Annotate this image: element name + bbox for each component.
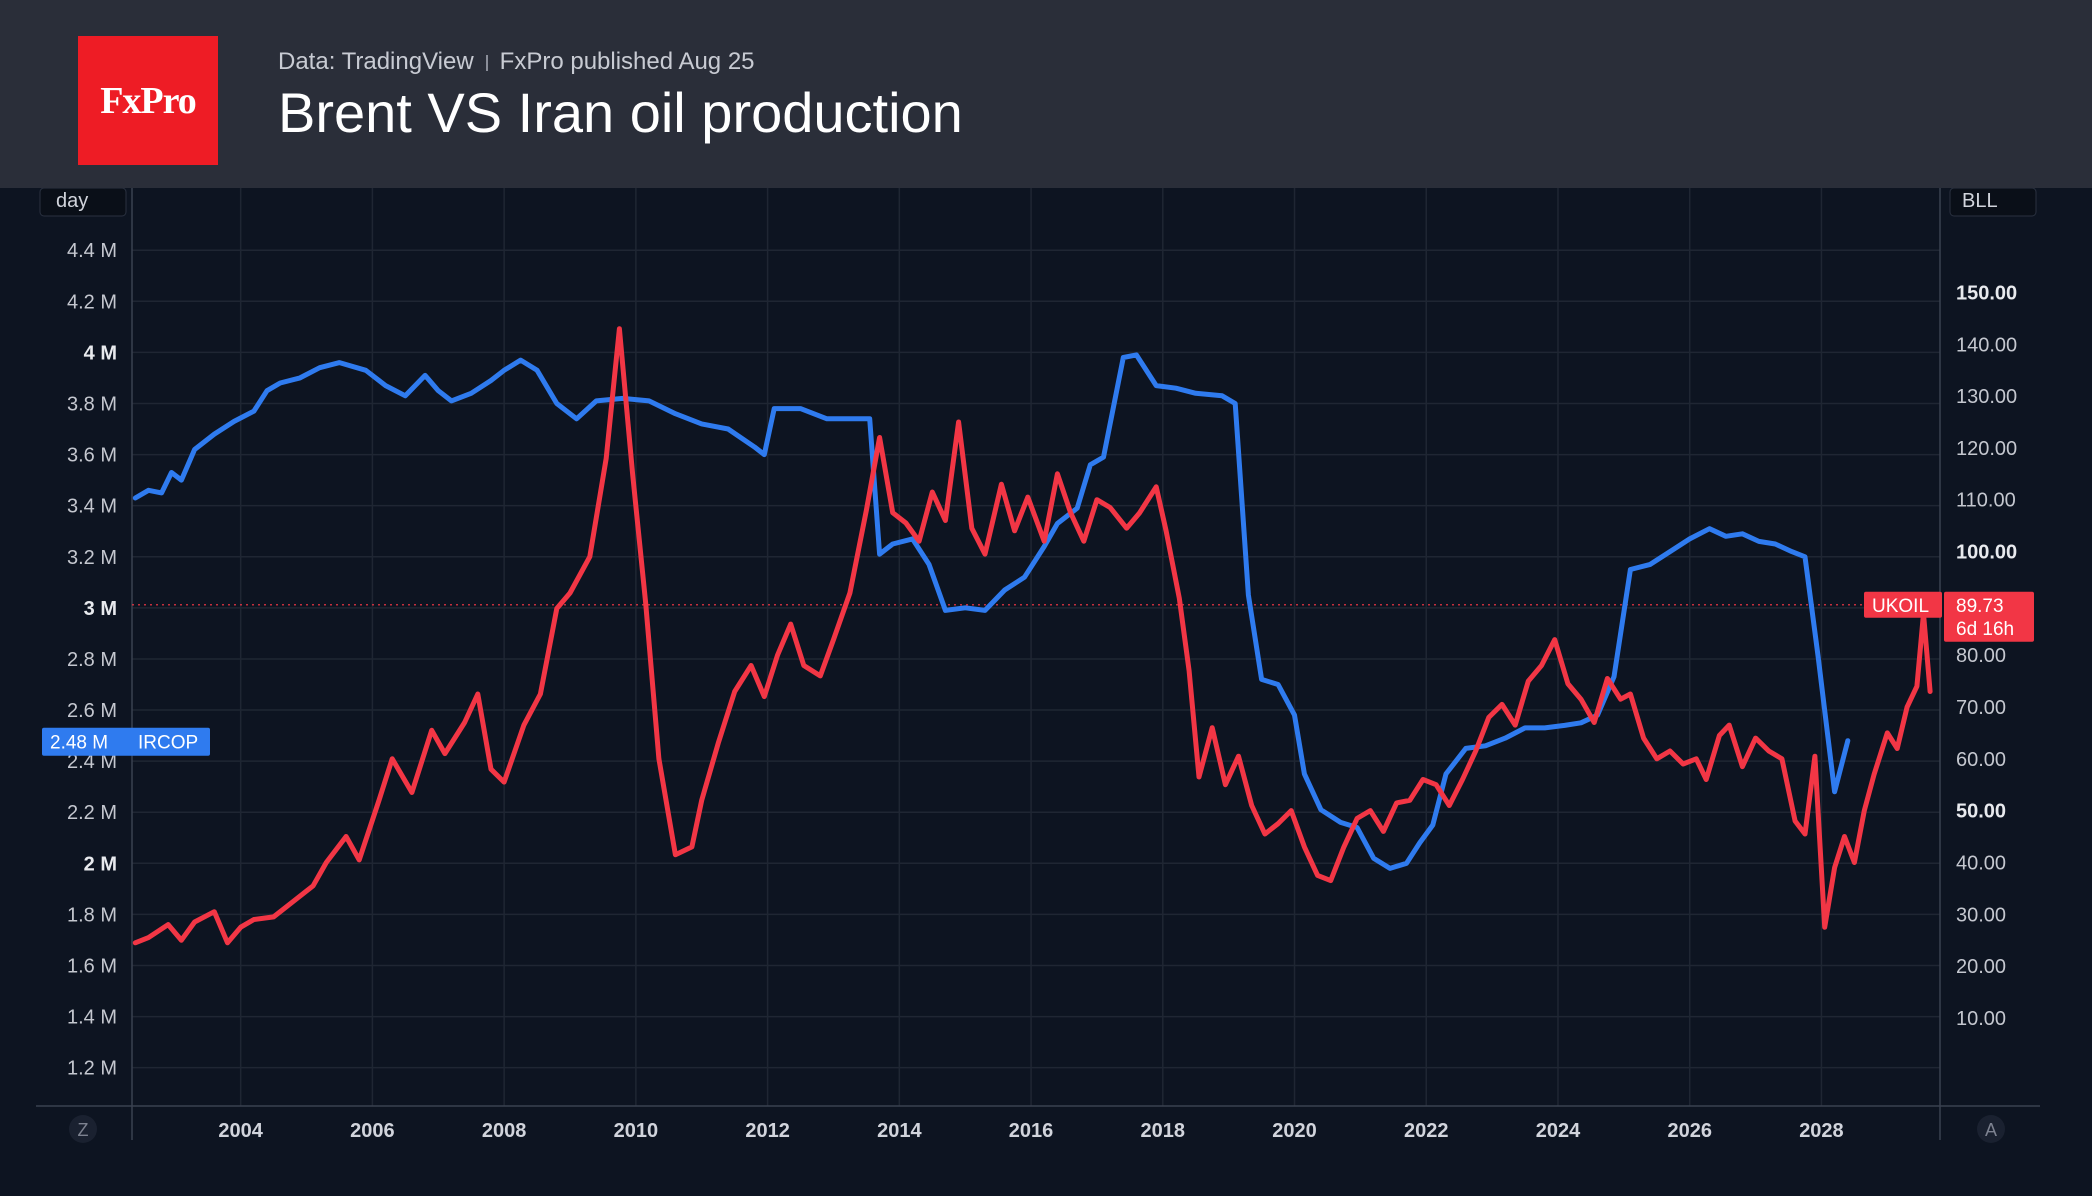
fxpro-logo: FxPro — [78, 36, 218, 165]
x-tick-label: 2012 — [745, 1120, 790, 1142]
grid — [132, 188, 1940, 1106]
left-unit-label: day — [56, 190, 88, 212]
y-right-tick-label: 120.00 — [1956, 438, 2017, 460]
ircop-label-box — [42, 727, 210, 756]
x-tick-label: 2008 — [482, 1120, 527, 1142]
y-right-tick-label: 60.00 — [1956, 749, 2006, 771]
ukoil-value-label: 89.73 — [1956, 596, 2004, 617]
right-unit-box — [1949, 188, 2037, 217]
ukoil-series-line — [132, 326, 1933, 946]
y-right-tick-label: 150.00 — [1956, 282, 2017, 304]
header-bar: FxPro Data: TradingView FxPro published A… — [0, 0, 2092, 188]
chart-title: Brent VS Iran oil production — [278, 81, 963, 144]
y-left-tick-label: 4.2 M — [67, 291, 117, 313]
y-left-tick-label: 2.6 M — [67, 700, 117, 722]
axes: day BLL Z A — [36, 188, 2040, 1143]
ircop-name-label: IRCOP — [138, 733, 198, 754]
ukoil-name-box — [1864, 591, 1942, 618]
x-tick-label: 2006 — [350, 1120, 395, 1142]
source-line: Data: TradingView FxPro published Aug 25 — [278, 48, 755, 76]
y-left-tick-label: 3.2 M — [67, 547, 117, 569]
y-left-tick-label: 3 M — [84, 598, 117, 620]
ircop-series-line — [132, 352, 1851, 871]
y-right-tick-label: 100.00 — [1956, 542, 2017, 564]
x-tick-label: 2018 — [1141, 1120, 1186, 1142]
ircop-value-label: 2.48 M — [50, 733, 108, 754]
scale-a-label: A — [1985, 1120, 1997, 1140]
x-tick-label: 2016 — [1009, 1120, 1054, 1142]
y-left-tick-label: 1.6 M — [67, 955, 117, 977]
scale-z-button[interactable] — [69, 1115, 97, 1143]
y-right-tick-label: 70.00 — [1956, 697, 2006, 719]
x-tick-label: 2022 — [1404, 1120, 1449, 1142]
x-tick-label: 2014 — [877, 1120, 922, 1142]
y-left-tick-label: 3.8 M — [67, 393, 117, 415]
y-left-tick-label: 1.2 M — [67, 1058, 117, 1080]
y-right-tick-label: 140.00 — [1956, 334, 2017, 356]
y-left-tick-label: 1.8 M — [67, 904, 117, 926]
x-tick-label: 2004 — [218, 1120, 263, 1142]
left-unit-box — [39, 188, 127, 217]
scale-a-button[interactable] — [1977, 1115, 2005, 1143]
chart-svg: day BLL Z A 1.2 M 1.4 M 1.6 M 1.8 M 2 M 2.2 M 2.4… — [36, 188, 2040, 1143]
published-date: FxPro published Aug 25 — [499, 48, 755, 75]
y-left-tick-label: 2.2 M — [67, 802, 117, 824]
axis-labels: 1.2 M 1.4 M 1.6 M 1.8 M 2 M 2.2 M 2.4 M 2.6 M 2.… — [42, 240, 2034, 1142]
y-left-tick-label: 4 M — [84, 342, 117, 364]
y-right-tick-label: 30.00 — [1956, 904, 2006, 926]
y-right-tick-label: 110.00 — [1956, 490, 2016, 512]
y-left-tick-label: 1.4 M — [67, 1007, 117, 1029]
y-right-tick-label: 10.00 — [1956, 1008, 2006, 1030]
data-source: Data: TradingView — [278, 48, 474, 75]
y-right-tick-label: 80.00 — [1956, 645, 2006, 667]
ukoil-countdown-label: 6d 16h — [1956, 619, 2014, 640]
y-right-tick-label: 130.00 — [1956, 386, 2017, 408]
y-left-tick-label: 2.4 M — [67, 751, 117, 773]
x-tick-label: 2028 — [1799, 1120, 1844, 1142]
y-left-tick-label: 4.4 M — [67, 240, 117, 262]
scale-z-label: Z — [78, 1120, 89, 1140]
x-tick-label: 2024 — [1536, 1120, 1581, 1142]
y-right-tick-label: 40.00 — [1956, 852, 2006, 874]
series-lines — [132, 326, 1940, 946]
x-tick-label: 2020 — [1272, 1120, 1317, 1142]
y-right-tick-label: 50.00 — [1956, 801, 2006, 823]
y-left-tick-label: 3.4 M — [67, 496, 117, 518]
y-right-tick-label: 20.00 — [1956, 956, 2006, 978]
y-left-tick-label: 2.8 M — [67, 649, 117, 671]
x-tick-label: 2026 — [1667, 1120, 1712, 1142]
right-unit-label: BLL — [1962, 190, 1998, 212]
ukoil-name-label: UKOIL — [1872, 596, 1929, 617]
ukoil-value-box — [1944, 591, 2034, 642]
separator — [485, 54, 488, 71]
y-left-tick-label: 3.6 M — [67, 445, 117, 467]
x-tick-label: 2010 — [614, 1120, 659, 1142]
y-left-tick-label: 2 M — [84, 853, 117, 875]
